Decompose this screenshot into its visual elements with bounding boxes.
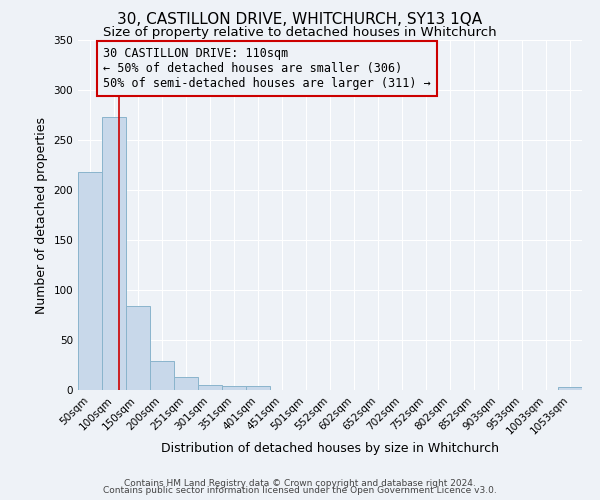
Bar xyxy=(222,386,246,390)
Bar xyxy=(246,386,270,390)
Text: 30 CASTILLON DRIVE: 110sqm
← 50% of detached houses are smaller (306)
50% of sem: 30 CASTILLON DRIVE: 110sqm ← 50% of deta… xyxy=(103,47,431,90)
Bar xyxy=(558,387,582,390)
Bar xyxy=(78,172,102,390)
Text: Contains public sector information licensed under the Open Government Licence v3: Contains public sector information licen… xyxy=(103,486,497,495)
Text: 30, CASTILLON DRIVE, WHITCHURCH, SY13 1QA: 30, CASTILLON DRIVE, WHITCHURCH, SY13 1Q… xyxy=(118,12,482,28)
Bar xyxy=(174,377,198,390)
X-axis label: Distribution of detached houses by size in Whitchurch: Distribution of detached houses by size … xyxy=(161,442,499,455)
Y-axis label: Number of detached properties: Number of detached properties xyxy=(35,116,48,314)
Bar xyxy=(150,361,174,390)
Text: Contains HM Land Registry data © Crown copyright and database right 2024.: Contains HM Land Registry data © Crown c… xyxy=(124,478,476,488)
Bar xyxy=(102,117,126,390)
Bar xyxy=(126,306,150,390)
Text: Size of property relative to detached houses in Whitchurch: Size of property relative to detached ho… xyxy=(103,26,497,39)
Bar xyxy=(198,385,222,390)
